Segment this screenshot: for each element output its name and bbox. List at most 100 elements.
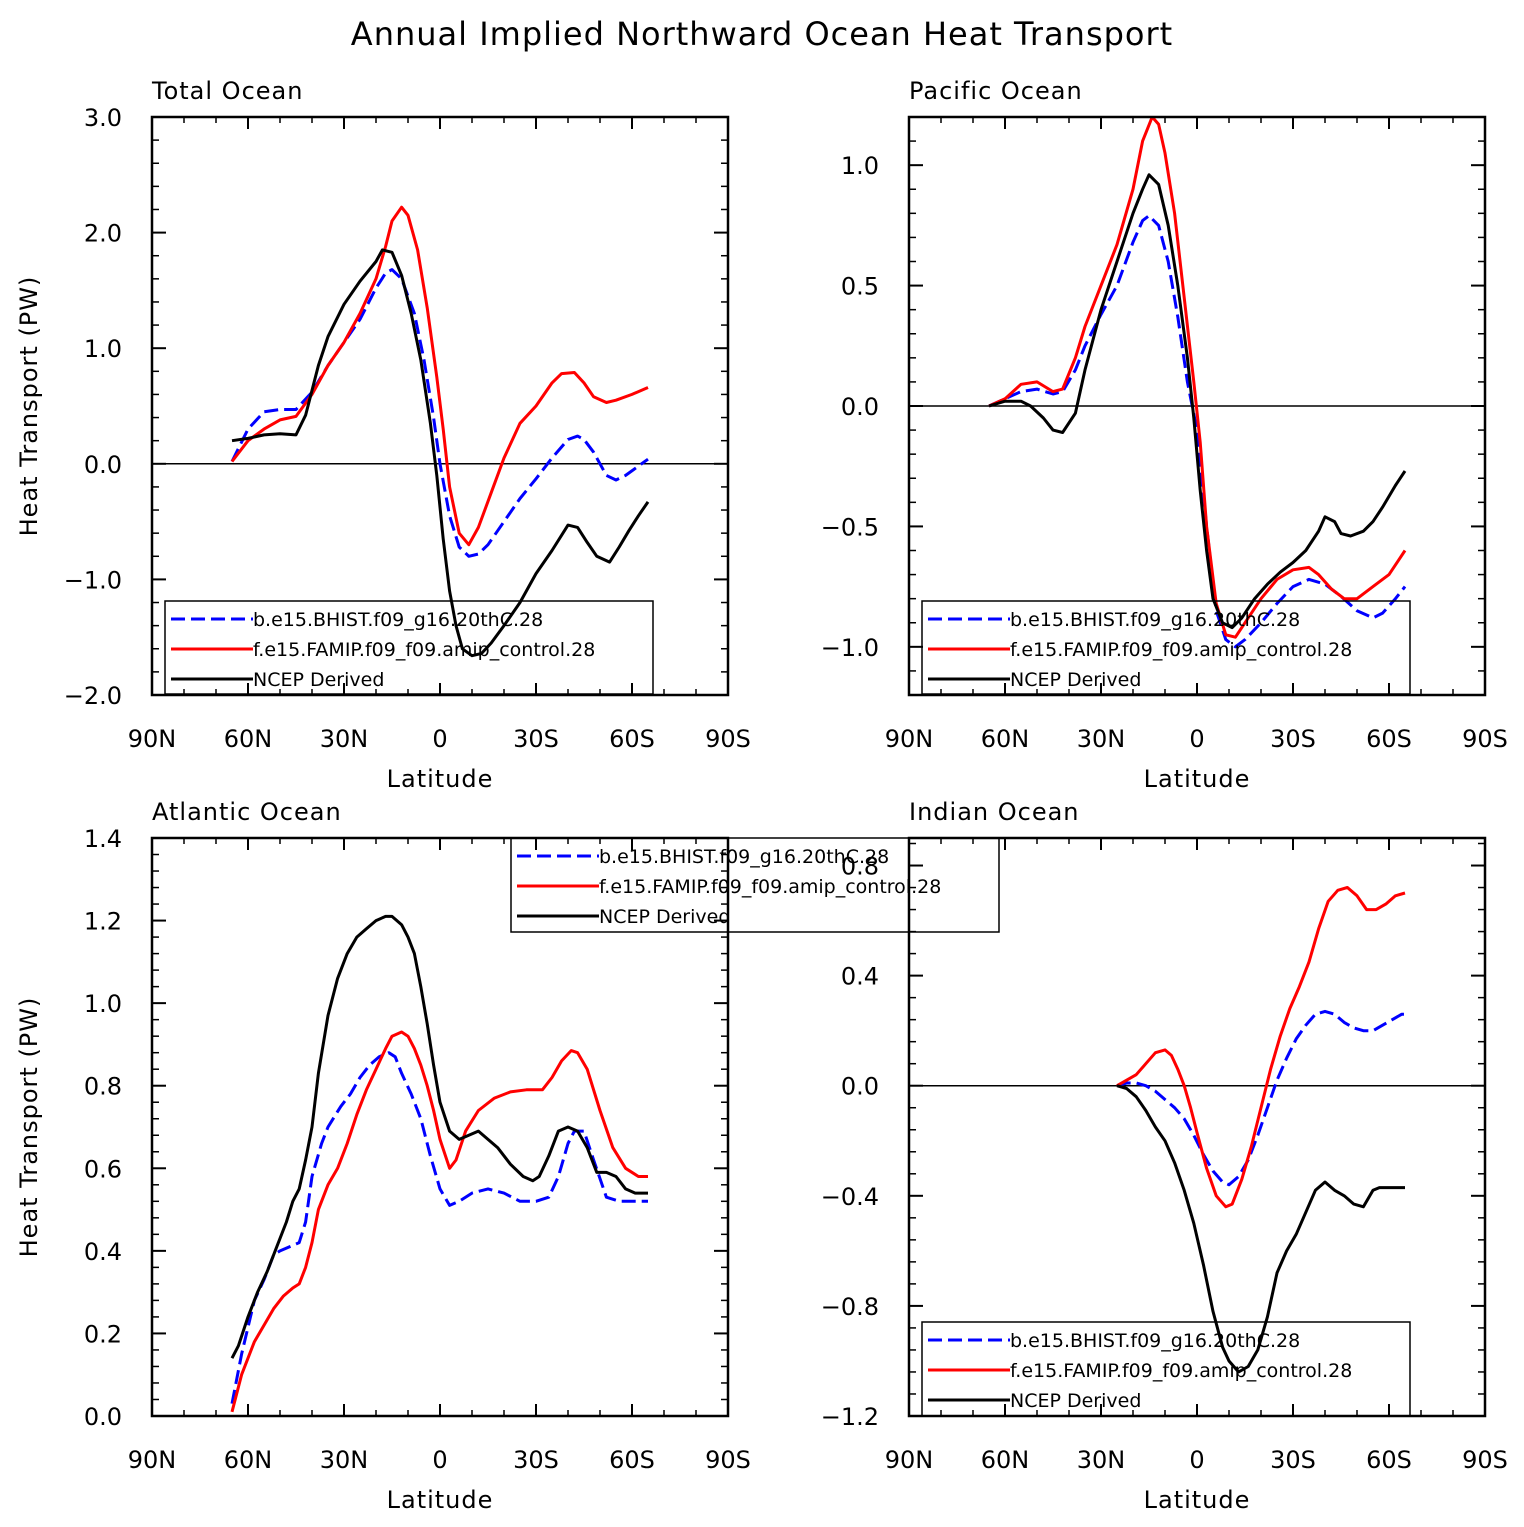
x-tick-label: 0	[1189, 1446, 1204, 1474]
x-tick-label: 60N	[981, 1446, 1030, 1474]
y-axis-label: Heat Transport (PW)	[15, 276, 43, 537]
x-tick-label: 60S	[609, 725, 655, 753]
x-tick-label: 60N	[981, 725, 1030, 753]
legend-label: NCEP Derived	[1010, 1390, 1141, 1412]
x-axis-label: Latitude	[387, 1486, 494, 1514]
x-tick-label: 30N	[320, 725, 369, 753]
x-tick-label: 90N	[128, 725, 177, 753]
series-group	[988, 117, 1407, 649]
x-tick-label: 30N	[320, 1446, 369, 1474]
x-axis-label: Latitude	[387, 765, 494, 793]
x-axis-label: Latitude	[1144, 765, 1251, 793]
plot-frame	[907, 115, 1487, 697]
y-tick-label: 1.0	[841, 152, 879, 180]
x-tick-label: 30S	[513, 725, 559, 753]
x-tick-label: 90N	[128, 1446, 177, 1474]
panel-title: Indian Ocean	[909, 798, 1080, 826]
series-group	[1116, 886, 1406, 1374]
figure-title: Annual Implied Northward Ocean Heat Tran…	[351, 15, 1173, 53]
y-tick-label: 2.0	[84, 220, 122, 248]
y-tick-label: −1.0	[821, 634, 879, 662]
series-group	[230, 205, 650, 658]
series-line-famip	[230, 1030, 648, 1413]
legend-label: b.e15.BHIST.f09_g16.20thC.28	[1010, 1330, 1300, 1352]
x-tick-label: 90S	[1462, 1446, 1508, 1474]
y-tick-label: 0.4	[841, 963, 879, 991]
legend-box	[921, 1321, 1411, 1417]
legend-label: f.e15.FAMIP.f09_f09.amip_control.28	[1010, 1360, 1352, 1382]
y-tick-label: −0.8	[821, 1293, 879, 1321]
x-tick-label: 60N	[224, 1446, 273, 1474]
x-tick-label: 30N	[1077, 725, 1126, 753]
y-tick-label: −0.4	[821, 1183, 879, 1211]
chart-panel-pacific-ocean: Pacific Ocean 90N 60N 30N 0 30S 60S 90S −1.0 −0.5…	[821, 77, 1508, 793]
y-tick-label: 1.0	[84, 335, 122, 363]
x-tick-label: 90S	[705, 725, 751, 753]
y-tick-label: 0.2	[84, 1320, 122, 1348]
x-tick-label: 90S	[1462, 725, 1508, 753]
legend-label: f.e15.FAMIP.f09_f09.amip_control.28	[599, 876, 941, 898]
legend-box	[921, 600, 1411, 695]
legend-label: NCEP Derived	[1010, 669, 1141, 691]
panel-title: Atlantic Ocean	[152, 798, 342, 826]
x-tick-label: 30S	[1270, 1446, 1316, 1474]
y-tick-label: −1.2	[821, 1403, 879, 1431]
series-group	[230, 914, 648, 1413]
y-tick-label: 0.5	[841, 273, 879, 301]
y-tick-label: 0.4	[84, 1238, 122, 1266]
series-line-ncep	[988, 173, 1407, 630]
legend-label: f.e15.FAMIP.f09_f09.amip_control.28	[253, 639, 595, 661]
series-line-famip	[988, 117, 1407, 639]
chart-panel-atlantic-ocean: Atlantic Ocean 90N 60N 30N 0 30S 60S 90S 0.0 0.2 0…	[15, 798, 1000, 1514]
y-tick-label: 1.4	[84, 825, 122, 853]
y-tick-label: 0.8	[841, 853, 879, 881]
legend: b.e15.BHIST.f09_g16.20thC.28 f.e15.FAMIP.…	[921, 1321, 1411, 1417]
legend-label: NCEP Derived	[253, 669, 384, 691]
y-tick-label: 3.0	[84, 104, 122, 132]
series-line-bhist	[988, 214, 1407, 649]
x-tick-label: 30N	[1077, 1446, 1126, 1474]
legend: b.e15.BHIST.f09_g16.20thC.28 f.e15.FAMIP.…	[164, 600, 654, 695]
x-tick-label: 30S	[513, 1446, 559, 1474]
legend: b.e15.BHIST.f09_g16.20thC.28 f.e15.FAMIP.…	[921, 600, 1411, 695]
y-tick-label: 0.0	[841, 1073, 879, 1101]
panel-title: Total Ocean	[151, 77, 303, 105]
y-tick-label: −2.0	[64, 682, 122, 710]
y-axis-label: Heat Transport (PW)	[15, 997, 43, 1258]
series-line-famip	[230, 205, 649, 547]
y-tick-label: 0.6	[84, 1155, 122, 1183]
x-tick-label: 90S	[705, 1446, 751, 1474]
panel-title: Pacific Ocean	[909, 77, 1083, 105]
plot-frame	[150, 115, 730, 697]
y-tick-label: −1.0	[64, 566, 122, 594]
y-tick-label: 0.8	[84, 1073, 122, 1101]
legend-label: b.e15.BHIST.f09_g16.20thC.28	[599, 846, 889, 868]
legend: b.e15.BHIST.f09_g16.20thC.28 f.e15.FAMIP.…	[510, 837, 1000, 933]
series-line-ncep	[231, 248, 650, 658]
legend-label: f.e15.FAMIP.f09_f09.amip_control.28	[1010, 639, 1352, 661]
legend-label: b.e15.BHIST.f09_g16.20thC.28	[253, 609, 543, 631]
legend-box	[164, 600, 654, 695]
x-tick-label: 60S	[1366, 725, 1412, 753]
y-tick-label: 1.0	[84, 990, 122, 1018]
y-tick-label: 0.0	[84, 1403, 122, 1431]
x-tick-label: 90N	[885, 1446, 934, 1474]
legend-box	[510, 837, 1000, 933]
y-tick-label: 0.0	[841, 393, 879, 421]
x-tick-label: 60S	[1366, 1446, 1412, 1474]
chart-panel-indian-ocean: Indian Ocean 90N 60N 30N 0 30S 60S 90S −1.2 −0.8 −…	[821, 798, 1508, 1514]
x-tick-label: 30S	[1270, 725, 1316, 753]
legend-label: b.e15.BHIST.f09_g16.20thC.28	[1010, 609, 1300, 631]
y-tick-label: 1.2	[84, 908, 122, 936]
series-line-bhist	[230, 268, 649, 558]
chart-panel-total-ocean: Total Ocean 90N 60N 30N 0 30S 60S 90S −2.0 −1.0 0.…	[15, 77, 751, 793]
series-line-bhist	[230, 1051, 648, 1404]
legend-label: NCEP Derived	[599, 906, 730, 928]
y-tick-label: −0.5	[821, 513, 879, 541]
y-tick-label: 0.0	[84, 451, 122, 479]
series-line-ncep	[230, 914, 648, 1359]
series-line-bhist	[1116, 1009, 1405, 1187]
series-line-famip	[1116, 886, 1406, 1209]
x-tick-label: 0	[432, 1446, 447, 1474]
